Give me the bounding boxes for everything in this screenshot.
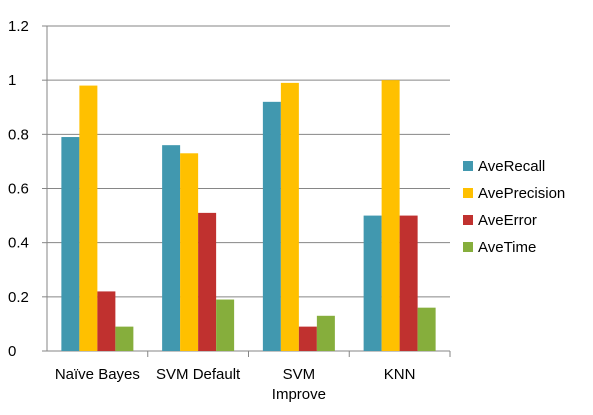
legend-swatch-averecall <box>463 161 473 171</box>
bars <box>61 80 436 352</box>
y-tick-label: 0.6 <box>8 181 29 198</box>
bar-avetime-3 <box>417 307 436 351</box>
x-category-label: Naïve Bayes <box>55 366 140 383</box>
bar-aveerror-3 <box>399 215 418 351</box>
y-tick-label: 1 <box>8 72 16 89</box>
bar-aveerror-2 <box>298 326 317 351</box>
x-category-label-line: SVM Default <box>156 366 241 383</box>
y-tick-label: 0.4 <box>8 235 29 252</box>
legend-swatch-aveerror <box>463 215 473 225</box>
bar-averecall-2 <box>262 101 281 351</box>
bar-aveprecision-0 <box>79 85 98 351</box>
y-tick-label: 0.8 <box>8 126 29 143</box>
x-category-label-line: SVM <box>283 366 316 383</box>
legend-label-aveerror: AveError <box>478 212 537 229</box>
x-category-label-line: Improve <box>272 386 326 403</box>
bar-averecall-1 <box>162 145 181 351</box>
x-category-label-line: KNN <box>384 366 416 383</box>
bar-aveprecision-2 <box>280 82 299 351</box>
bar-avetime-0 <box>115 326 134 351</box>
legend-label-aveprecision: AvePrecision <box>478 185 565 202</box>
y-tick-labels: 0 0.2 0.4 0.6 0.8 1 1.2 <box>8 18 29 360</box>
bar-averecall-0 <box>61 137 80 351</box>
legend-swatch-avetime <box>463 242 473 252</box>
bar-aveerror-1 <box>198 212 217 351</box>
bar-aveprecision-1 <box>180 153 199 351</box>
legend-label-averecall: AveRecall <box>478 158 545 175</box>
legend-swatch-aveprecision <box>463 188 473 198</box>
bar-avetime-1 <box>216 299 235 351</box>
bar-averecall-3 <box>363 215 382 351</box>
y-tick-label: 1.2 <box>8 18 29 35</box>
bar-avetime-2 <box>316 315 335 351</box>
bar-aveerror-0 <box>97 291 116 351</box>
x-category-label-line: Naïve Bayes <box>55 366 140 383</box>
x-category-label: SVM Default <box>156 366 241 383</box>
x-category-label: KNN <box>384 366 416 383</box>
x-category-label: SVM Improve <box>272 366 326 403</box>
y-tick-label: 0 <box>8 343 16 360</box>
y-tick-label: 0.2 <box>8 289 29 306</box>
legend-label-avetime: AveTime <box>478 239 536 256</box>
x-category-labels: Naïve Bayes SVM Default SVM Improve KNN <box>55 366 416 403</box>
legend: AveRecall AvePrecision AveError AveTime <box>463 158 565 256</box>
bar-aveprecision-3 <box>381 80 400 352</box>
